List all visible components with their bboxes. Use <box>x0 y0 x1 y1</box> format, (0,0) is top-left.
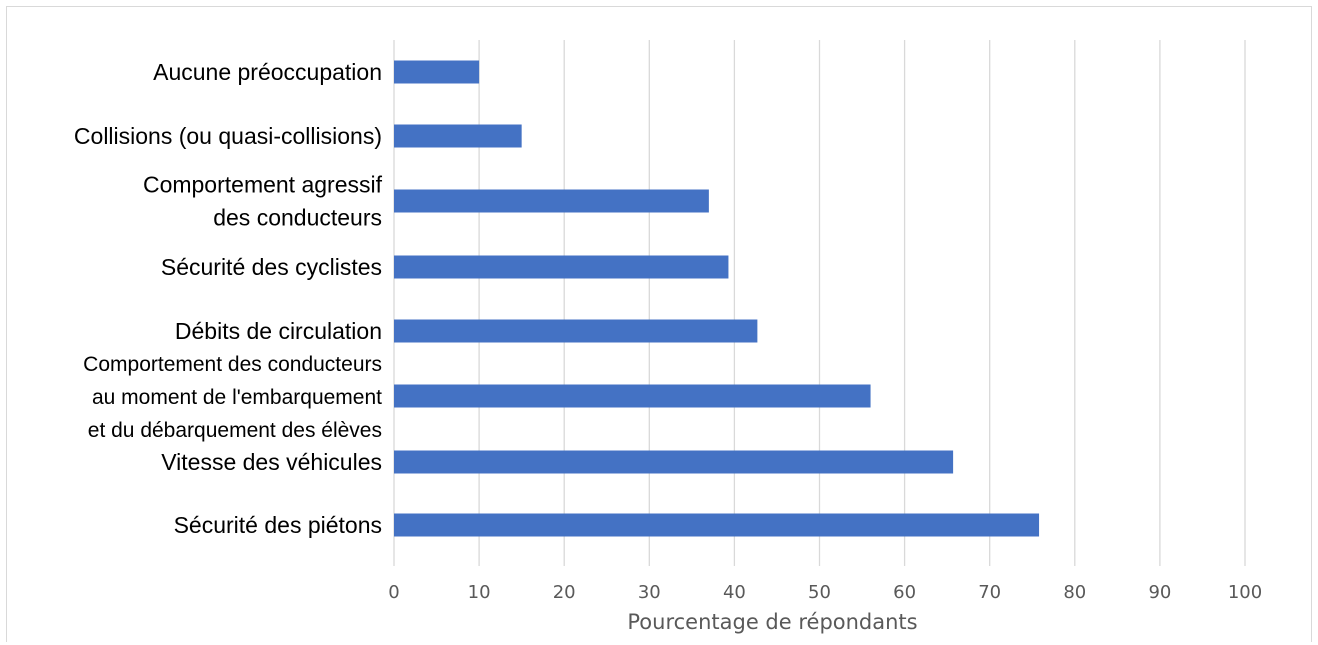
x-tick-labels: 0 10 20 30 40 50 60 70 80 90 100 <box>388 582 1262 603</box>
category-label: Comportement des conducteurs au moment de… <box>83 353 382 442</box>
gridlines <box>393 40 1246 566</box>
category-label: Comportement agressif des conducteurs <box>143 172 383 231</box>
x-tick-label: 50 <box>808 582 831 603</box>
x-tick-label: 70 <box>978 582 1001 603</box>
category-labels: Aucune préoccupation Collisions (ou quasi… <box>74 59 383 538</box>
x-axis-title: Pourcentage de répondants <box>627 610 917 634</box>
x-tick-label: 40 <box>723 582 746 603</box>
category-label: Sécurité des cyclistes <box>161 254 382 280</box>
bar <box>394 124 522 148</box>
category-label: Vitesse des véhicules <box>161 449 382 475</box>
x-tick-label: 90 <box>1148 582 1171 603</box>
x-tick-label: 20 <box>553 582 576 603</box>
bar <box>394 384 871 408</box>
category-label: Aucune préoccupation <box>153 59 382 85</box>
x-tick-label: 60 <box>893 582 916 603</box>
category-label: Sécurité des piétons <box>174 512 382 538</box>
bar <box>394 189 709 213</box>
x-tick-label: 30 <box>638 582 661 603</box>
x-tick-label: 0 <box>388 582 399 603</box>
category-label: Débits de circulation <box>175 318 382 344</box>
category-label: Collisions (ou quasi-collisions) <box>74 123 382 149</box>
bar <box>394 319 758 343</box>
x-tick-label: 80 <box>1063 582 1086 603</box>
bar <box>394 513 1040 537</box>
bars <box>394 60 1040 537</box>
bar <box>394 60 480 84</box>
bar <box>394 255 729 279</box>
x-tick-label: 10 <box>468 582 491 603</box>
bar <box>394 450 954 474</box>
x-tick-label: 100 <box>1228 582 1262 603</box>
